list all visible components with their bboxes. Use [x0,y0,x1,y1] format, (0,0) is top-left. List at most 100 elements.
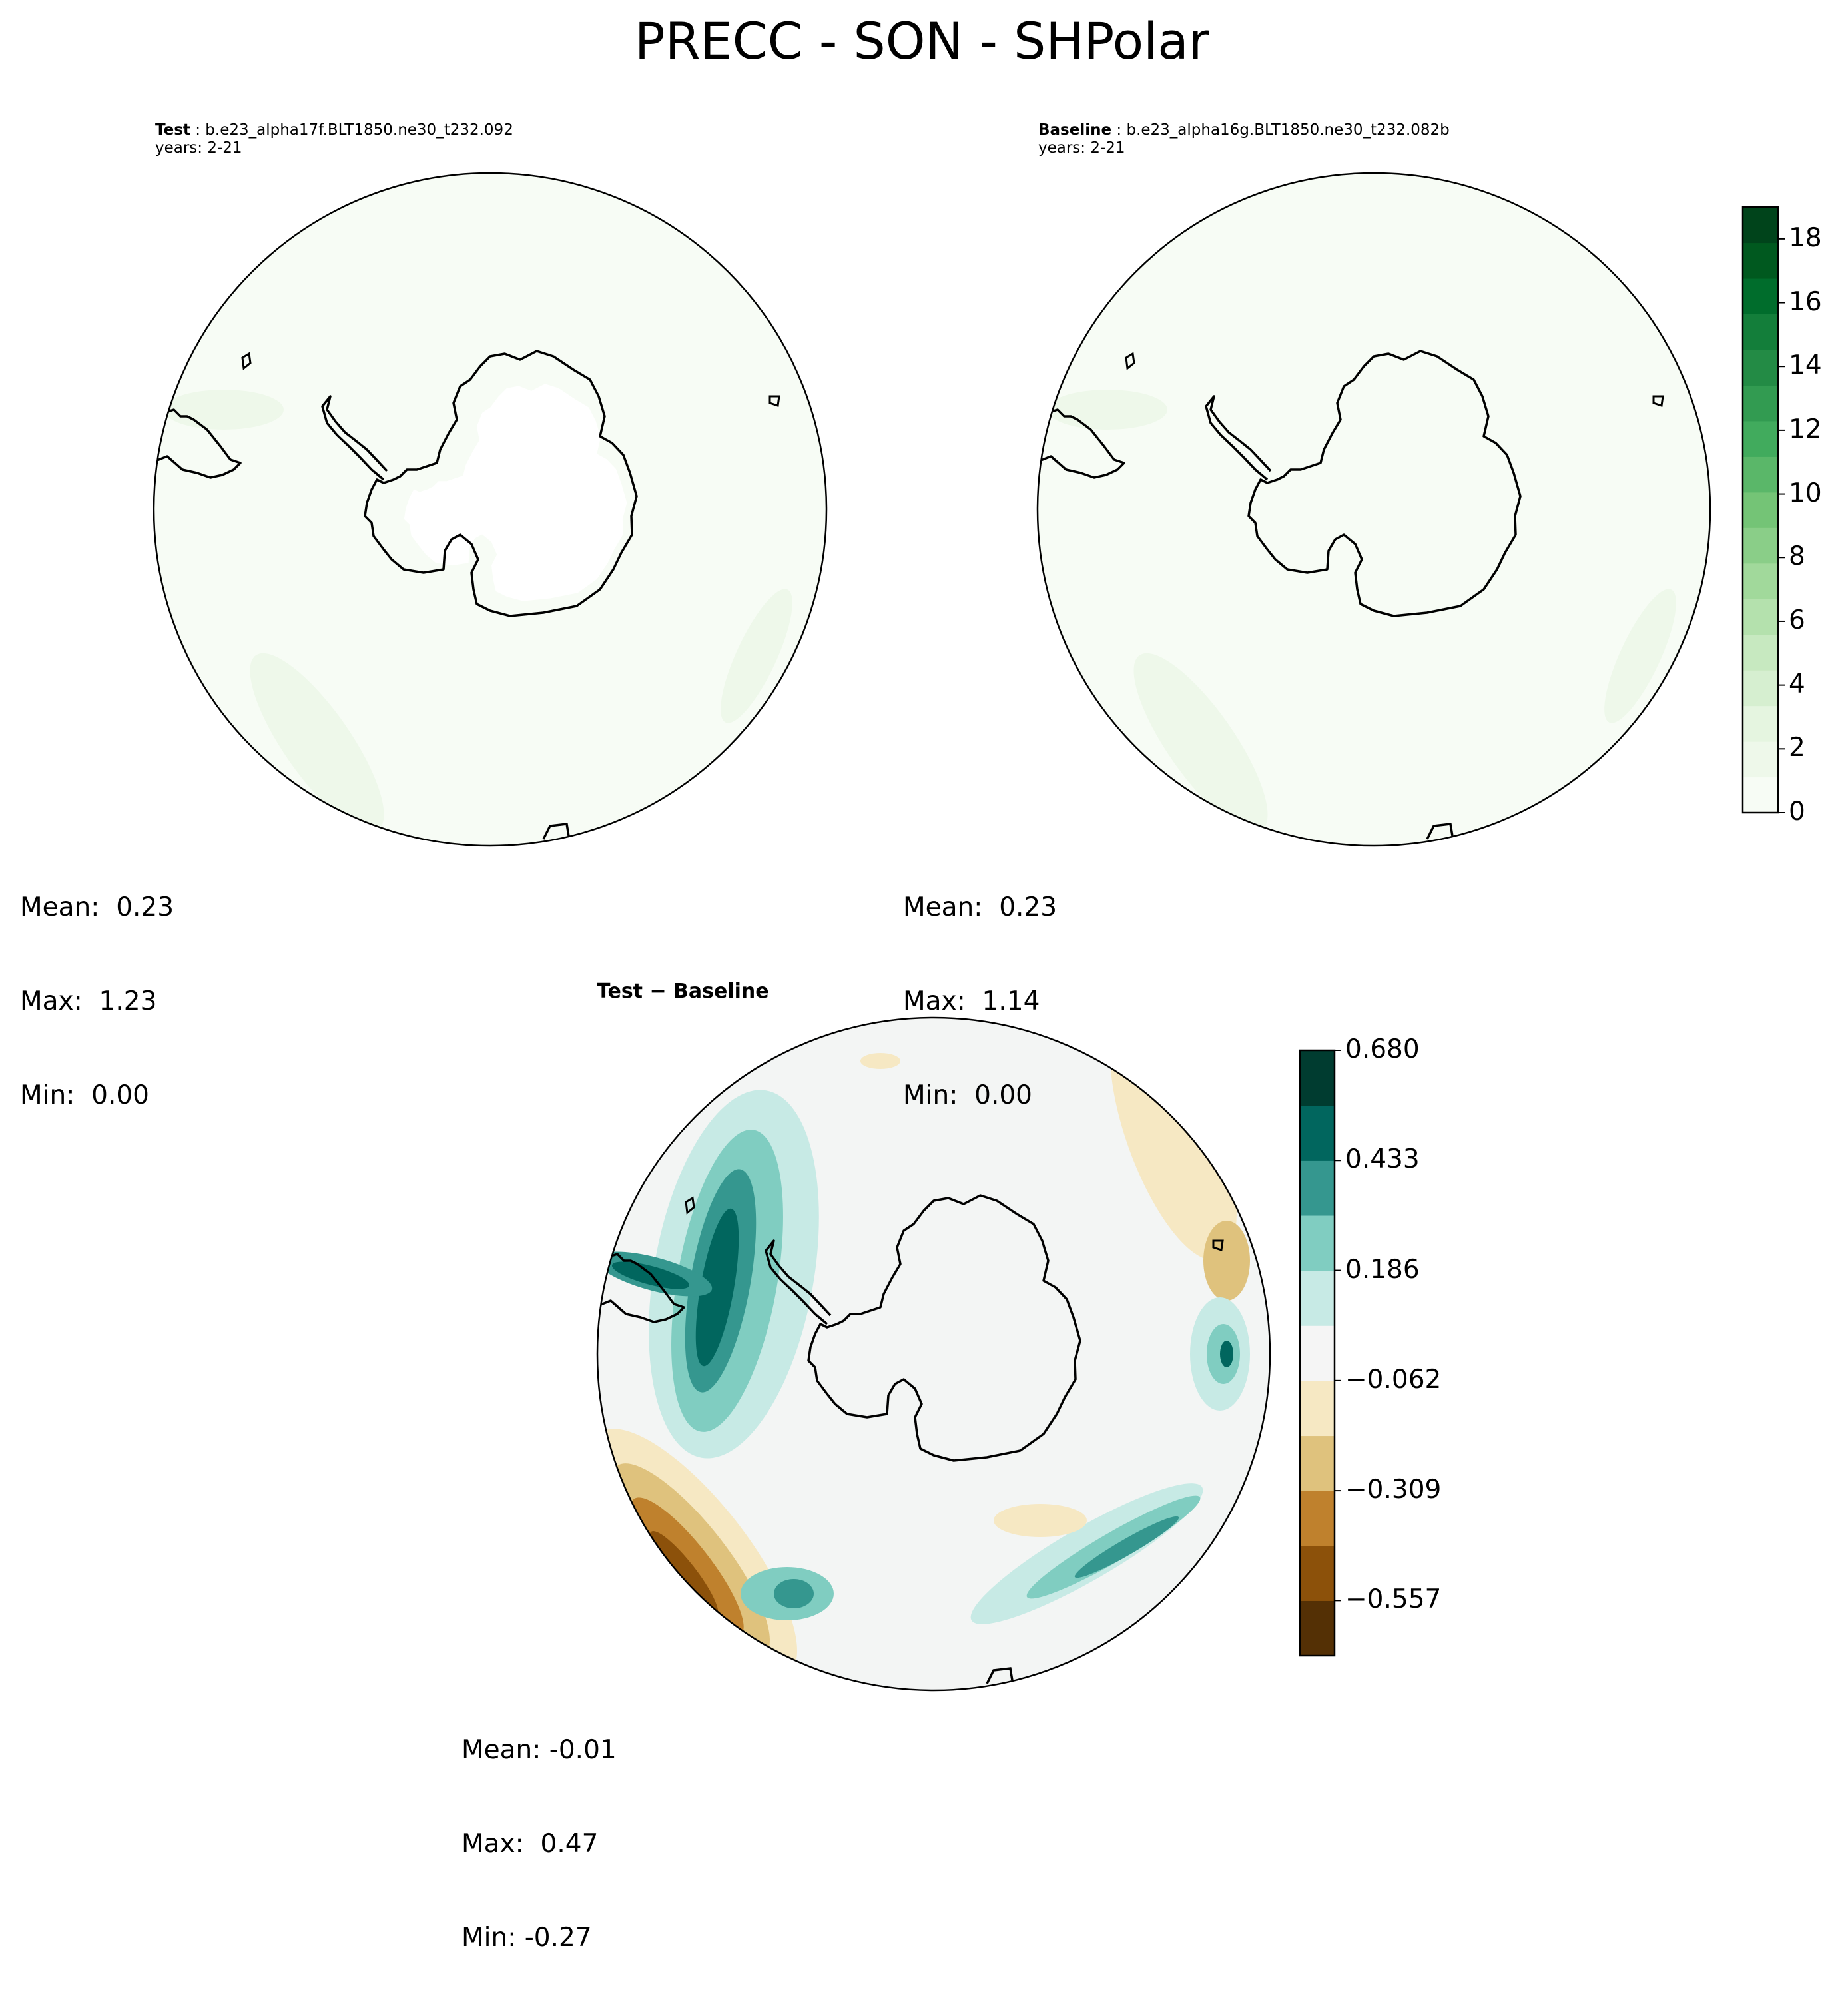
test-kerguelen-coastline [768,395,780,407]
colorbar-diff-swatch [1300,1160,1335,1216]
colorbar-main-tick-label: 18 [1789,222,1822,253]
test-stats: Mean: 0.23 Max: 1.23 Min: 0.00 [20,829,174,1174]
baseline-kerguelen-coastline [1652,395,1664,407]
baseline-years: years: 2-21 [1038,139,1125,157]
baseline-panel-header: Baseline : b.e23_alpha16g.BLT1850.ne30_t… [1038,123,1450,159]
colorbar-diff-swatch [1300,1325,1335,1381]
diff-new-zealand-coastline [986,1667,1014,1684]
baseline-stats: Mean: 0.23 Max: 1.14 Min: 0.00 [903,829,1057,1174]
diff-map [596,1016,1271,1692]
baseline-stat-mean: Mean: 0.23 [903,892,1058,922]
figure: PRECC - SON - SHPolar Test : b.e23_alpha… [20,11,1822,1953]
colorbar-main-swatch [1743,563,1778,599]
diff-negative-band [1203,1221,1250,1301]
colorbar-diff-tick-label: −0.062 [1345,1364,1442,1395]
map-layer [153,172,1711,1692]
colorbar-main-frame [1741,206,1779,814]
colorbar-diff-swatch [1300,1491,1335,1546]
diff-negative-core [649,1530,719,1617]
colorbar-main-swatch [1743,777,1778,813]
diff-positive-core [1074,1516,1179,1578]
test-map-field [154,173,826,846]
test-tint-region [250,653,384,833]
diff-stat-min: Min: -0.27 [461,1923,592,1953]
colorbar-diff-swatch [1300,1270,1335,1326]
colorbar-main-tick-label: 6 [1789,605,1805,635]
colorbar-diff-tick-label: 0.433 [1345,1144,1420,1175]
diff-positive-core [695,1208,739,1367]
diff-stats: Mean: -0.01 Max: 0.47 Min: -0.27 [461,1672,617,2016]
colorbar-main-tick-label: 10 [1789,478,1822,508]
baseline-stat-max: Max: 1.14 [903,986,1040,1016]
diff-kerguelen-coastline [1212,1239,1224,1251]
diff-positive-core [1220,1341,1233,1367]
colorbar-main-swatch [1743,456,1778,493]
test-label: Test [155,121,190,139]
colorbar-main-swatch [1743,527,1778,564]
baseline-tint-region [1133,653,1268,833]
baseline-map [1036,172,1711,847]
colorbar-main-swatch [1743,741,1778,778]
test-map [153,172,828,847]
colorbar-diff-swatch [1300,1050,1335,1106]
colorbar-main-tick-label: 4 [1789,669,1805,699]
baseline-falklands-coastline [1125,352,1135,370]
diff-stat-max: Max: 0.47 [461,1829,599,1859]
colorbar-main-swatch [1743,670,1778,707]
test-falklands-coastline [241,352,252,370]
colorbar-main-swatch [1743,278,1778,315]
baseline-case-name: b.e23_alpha16g.BLT1850.ne30_t232.082b [1126,121,1450,139]
baseline-ocean-field [1038,173,1710,846]
diff-positive-core [774,1579,814,1608]
colorbar-main-tick-label: 12 [1789,414,1822,444]
diff-panel-title: Test − Baseline [597,980,769,1003]
test-stat-mean: Mean: 0.23 [20,892,174,922]
colorbar-diff [1299,1049,1341,1657]
diff-stat-mean: Mean: -0.01 [461,1735,617,1765]
colorbar-main-swatch [1743,242,1778,279]
diff-map-boundary [596,1016,1271,1692]
colorbar-main-swatch [1743,599,1778,635]
baseline-new-zealand-coastline [1426,823,1454,840]
colorbar-main-swatch [1743,349,1778,386]
test-map-boundary [153,172,828,847]
colorbar-main-swatch [1743,705,1778,742]
colorbar-diff-tick-label: −0.557 [1345,1584,1442,1615]
test-tint-region [164,390,284,430]
test-new-zealand-coastline [542,823,570,840]
figure-canvas [153,172,1785,1692]
colorbar-diff-swatch [1300,1105,1335,1161]
diff-falklands-coastline [685,1196,695,1215]
colorbar-main-tick-label: 16 [1789,286,1822,317]
test-tint-region [721,589,792,723]
colorbar-main-swatch [1743,314,1778,350]
baseline-map-boundary [1036,172,1711,847]
colorbar-main [1741,206,1785,814]
baseline-tint-region [1604,589,1676,723]
colorbar-diff-swatch [1300,1435,1335,1491]
baseline-label: Baseline [1038,121,1112,139]
colorbar-diff-tick-label: −0.309 [1345,1475,1442,1505]
colorbar-main-tick-label: 8 [1789,541,1805,572]
colorbar-main-swatch [1743,207,1778,244]
colorbar-main-tick-label: 0 [1789,797,1805,827]
colorbar-layer [1299,206,1785,1657]
test-years: years: 2-21 [155,139,242,157]
colorbar-main-tick-label: 14 [1789,350,1822,381]
diff-negative-band [860,1053,900,1069]
diff-map-field [597,1018,1270,1690]
colorbar-main-tick-label: 2 [1789,733,1805,763]
test-panel-header: Test : b.e23_alpha17f.BLT1850.ne30_t232.… [155,123,513,159]
baseline-map-field [1038,173,1710,846]
diff-negative-band [994,1504,1087,1537]
colorbar-main-swatch [1743,420,1778,457]
colorbar-diff-tick-label: 0.186 [1345,1254,1420,1285]
figure-title: PRECC - SON - SHPolar [634,11,1210,71]
baseline-tint-region [1048,390,1167,430]
test-case-name: b.e23_alpha17f.BLT1850.ne30_t232.092 [205,121,513,139]
colorbar-diff-swatch [1300,1600,1335,1656]
colorbar-main-swatch [1743,385,1778,422]
colorbar-diff-tick-label: 0.680 [1345,1034,1420,1064]
colorbar-diff-swatch [1300,1215,1335,1271]
baseline-stat-min: Min: 0.00 [903,1080,1032,1110]
